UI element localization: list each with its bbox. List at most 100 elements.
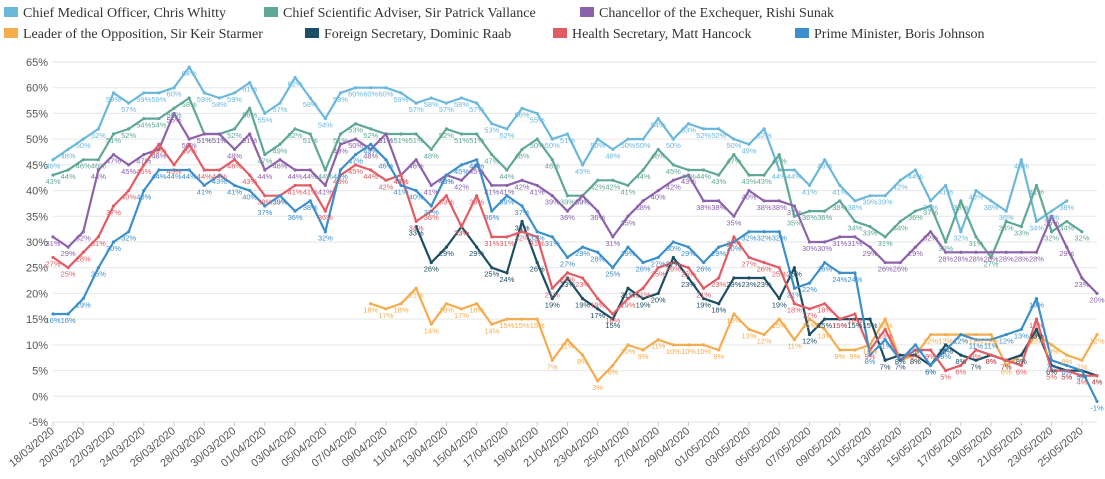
data-point: [853, 271, 857, 275]
data-point: [490, 183, 494, 188]
data-point: [641, 199, 645, 203]
data-point: [656, 255, 660, 260]
data-label: 20%: [1089, 295, 1104, 304]
data-label: 58%: [182, 100, 197, 109]
data-label: 25%: [651, 270, 666, 279]
data-point: [232, 127, 237, 131]
data-point: [989, 250, 993, 254]
data-label: 37%: [424, 208, 439, 217]
data-label: 39%: [545, 198, 560, 207]
data-point: [1034, 219, 1039, 224]
data-label: 32%: [1074, 234, 1089, 243]
data-point: [308, 132, 312, 136]
data-point: [384, 178, 388, 182]
data-label: 45%: [136, 167, 151, 176]
data-label: 42%: [378, 182, 393, 191]
data-label: 42%: [666, 182, 681, 191]
data-point: [898, 178, 902, 182]
data-label: 49%: [182, 146, 197, 155]
data-label: 10%: [666, 347, 681, 356]
data-point: [96, 235, 100, 239]
data-label: 51%: [212, 136, 227, 145]
x-axis: 18/03/202020/03/202022/03/202024/03/2020…: [7, 422, 1086, 470]
data-labels: 46%48%50%52%59%57%59% 59%60%64%59%58%59%6…: [45, 69, 1104, 412]
data-label: 42%: [590, 182, 605, 191]
data-point: [883, 260, 887, 265]
data-point: [898, 358, 902, 362]
data-point: [974, 338, 978, 342]
data-point: [747, 255, 751, 260]
data-point: [338, 142, 343, 146]
data-point: [1065, 199, 1069, 203]
series-labels-health-secretary-matt-hancock: 27%25%28%31%37%40%45%49%45%49%44% 44%46%4…: [45, 146, 1102, 386]
data-point: [414, 224, 418, 229]
data-label: 47%: [726, 157, 741, 166]
data-point: [81, 137, 85, 141]
data-point: [96, 127, 100, 131]
data-label: 31%: [484, 239, 499, 248]
data-label: 31%: [45, 239, 60, 248]
data-label: 4%: [1092, 378, 1103, 387]
data-label: 38%: [636, 203, 651, 212]
data-label: 16%: [726, 316, 741, 325]
data-point: [157, 142, 161, 146]
data-label: 12%: [984, 337, 999, 346]
data-label: 32%: [757, 234, 772, 243]
data-label: 41%: [303, 187, 318, 196]
data-point: [172, 106, 176, 110]
data-label: 30%: [938, 244, 953, 253]
data-label: 48%: [515, 151, 530, 160]
data-label: 60%: [167, 90, 182, 99]
data-label: 9%: [865, 352, 876, 361]
data-point: [293, 209, 297, 213]
data-point: [217, 168, 222, 172]
data-point: [505, 127, 509, 131]
data-label: 50%: [636, 141, 651, 150]
data-label: 12%: [953, 337, 968, 346]
data-point: [475, 194, 479, 198]
data-label: 10%: [908, 347, 923, 356]
data-point: [671, 137, 675, 141]
data-label: 44%: [696, 172, 711, 181]
data-label: 51%: [378, 136, 393, 145]
data-label: 54%: [318, 121, 333, 130]
data-label: 36%: [484, 213, 499, 222]
data-label: 27%: [741, 259, 756, 268]
data-point: [762, 127, 766, 131]
data-label: 10%: [863, 347, 878, 356]
data-point: [1034, 250, 1039, 254]
data-point: [777, 230, 781, 234]
data-point: [702, 343, 706, 347]
data-label: 6%: [607, 367, 618, 376]
data-point: [823, 317, 827, 321]
data-label: 7%: [971, 362, 982, 371]
data-point: [414, 286, 418, 290]
data-label: 15%: [499, 321, 514, 330]
data-point: [1050, 358, 1054, 362]
data-label: 21%: [636, 290, 651, 299]
data-point: [1019, 250, 1023, 254]
data-label: 16%: [61, 316, 76, 325]
data-label: 48%: [605, 151, 620, 160]
data-point: [520, 147, 524, 152]
data-point: [1095, 399, 1099, 404]
data-label: 33%: [454, 229, 469, 238]
data-point: [807, 240, 812, 244]
data-point: [717, 245, 721, 249]
data-label: 29%: [681, 249, 696, 258]
data-point: [111, 91, 116, 95]
data-point: [611, 363, 615, 368]
data-label: 37%: [257, 208, 272, 217]
data-label: 18%: [363, 306, 378, 315]
data-point: [944, 240, 948, 244]
data-point: [354, 86, 358, 90]
data-label: 41%: [530, 187, 545, 196]
data-point: [1065, 368, 1069, 373]
data-point: [444, 127, 448, 131]
data-label: 10%: [681, 347, 696, 356]
data-label: 32%: [1044, 234, 1059, 243]
data-point: [1080, 374, 1084, 378]
data-point: [550, 194, 554, 198]
data-point: [1095, 332, 1099, 337]
series-line-leader-of-the-opposition-sir-keir-starmer: [369, 287, 1099, 382]
